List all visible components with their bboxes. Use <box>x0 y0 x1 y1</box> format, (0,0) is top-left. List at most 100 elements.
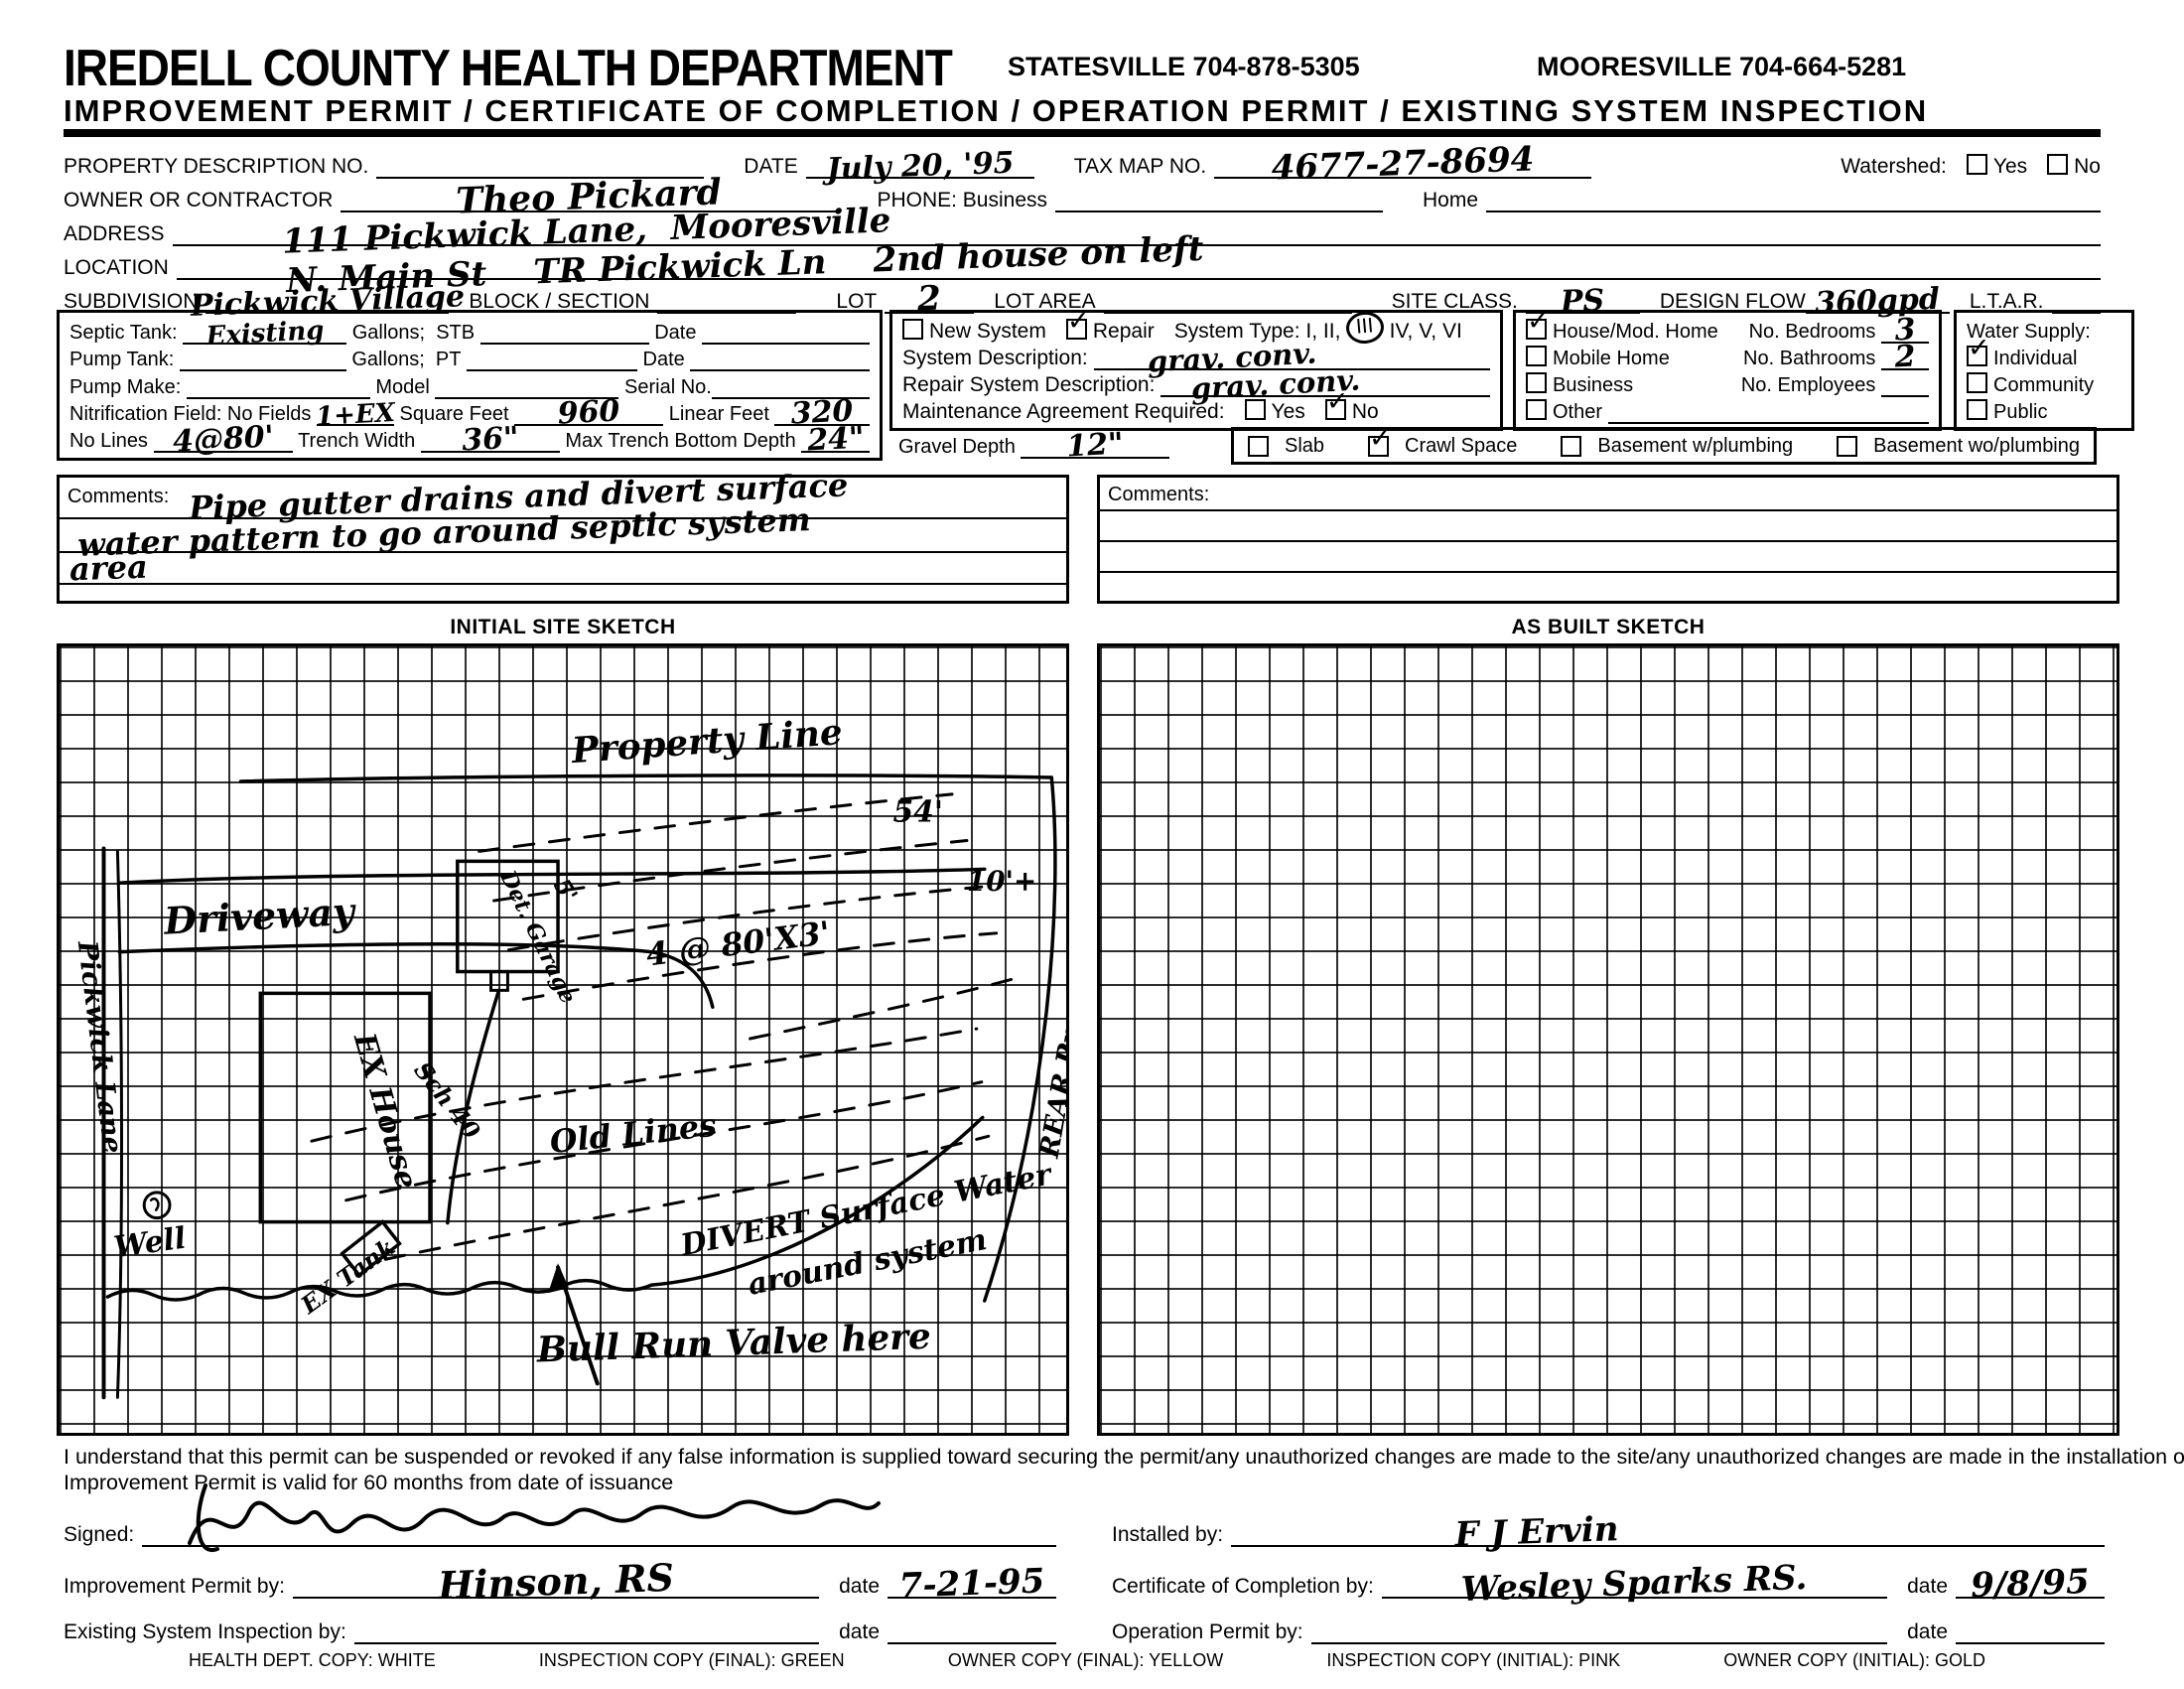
house-checkbox[interactable]: ✓ <box>1526 306 1550 340</box>
property-no-field[interactable] <box>376 145 705 179</box>
owner-label: OWNER OR CONTRACTOR <box>64 189 334 211</box>
pump-tank-field[interactable] <box>179 343 346 372</box>
system-description-field[interactable]: grav. conv. <box>1093 337 1490 378</box>
other-field[interactable] <box>1607 395 1929 424</box>
system-type-box: New System ✓ Repair System Type: I, II, … <box>889 306 1503 431</box>
operation-permit-row: Operation Permit by: date <box>1112 1607 2105 1644</box>
bedrooms-label: No. Bedrooms <box>1748 321 1876 343</box>
comments-rule <box>1100 509 2116 511</box>
improvement-permit-field[interactable]: Hinson, RS <box>292 1555 820 1608</box>
certificate-field[interactable]: Wesley Sparks RS. <box>1381 1555 1888 1610</box>
stb-date-field[interactable] <box>702 316 870 345</box>
permit-statement-line2: Improvement Permit is valid for 60 month… <box>64 1471 674 1494</box>
individual-label: Individual <box>1993 348 2078 369</box>
no-lines-field[interactable]: 4@80' <box>153 419 293 460</box>
watershed-yes-checkbox[interactable] <box>1966 154 1987 175</box>
basement-w-plumbing-checkbox[interactable] <box>1561 435 1582 457</box>
existing-inspection-field[interactable] <box>353 1605 820 1644</box>
design-flow-field[interactable]: 360gpd <box>1805 280 1950 321</box>
date-field[interactable]: July 20, '95 <box>805 145 1034 187</box>
linear-feet-field[interactable]: 320 <box>774 393 870 431</box>
address-field[interactable]: 111 Pickwick Lane, Mooresville <box>172 201 2101 262</box>
stb-field[interactable] <box>479 316 649 345</box>
other-label: Other <box>1553 401 1603 423</box>
new-system-checkbox[interactable] <box>902 319 923 340</box>
gravel-depth-field[interactable]: 12" <box>1021 427 1170 464</box>
community-checkbox[interactable] <box>1967 372 1987 393</box>
phone-home-field[interactable] <box>1486 179 2101 212</box>
existing-date-field[interactable] <box>887 1605 1056 1644</box>
repair-description-field[interactable]: grav. conv. <box>1160 363 1490 405</box>
owner-field[interactable]: Theo Pickard <box>341 171 838 222</box>
sketch-label-property-line: Property Line <box>570 711 844 772</box>
public-checkbox[interactable] <box>1967 399 1987 420</box>
employees-field[interactable] <box>1881 368 1929 397</box>
site-class-field[interactable]: PS <box>1525 280 1640 320</box>
copy-health-dept: HEALTH DEPT. COPY: WHITE <box>189 1650 436 1670</box>
new-system-label: New System <box>929 320 1046 343</box>
watershed-no-checkbox[interactable] <box>2047 154 2069 175</box>
operation-date-field[interactable] <box>1956 1605 2105 1644</box>
slab-checkbox[interactable] <box>1248 435 1269 457</box>
square-feet-field[interactable]: 960 <box>514 393 664 431</box>
sketch-label-driveway: Driveway <box>162 890 358 943</box>
initial-site-sketch-drawing: Property Line 54' 10'+ 4 @ 80'X3' Det. G… <box>71 711 1108 1400</box>
tax-map-field[interactable]: 4677-27-8694 <box>1214 139 1592 189</box>
certificate-date-field[interactable]: 9/8/95 <box>1956 1555 2105 1606</box>
repair-checkbox[interactable]: ✓ <box>1065 306 1089 340</box>
nitrification-label: Nitrification Field: No Fields <box>69 402 312 425</box>
pt-field[interactable] <box>466 343 637 372</box>
septic-tank-field[interactable]: Existing <box>183 316 347 352</box>
pt-date-field[interactable] <box>690 343 870 372</box>
other-row: Other <box>1526 397 1929 424</box>
pump-make-field[interactable] <box>186 370 370 399</box>
installed-by-field[interactable]: F J Ervin <box>1231 1503 2105 1555</box>
fields-field[interactable]: 1+EX <box>315 397 396 432</box>
property-no-label: PROPERTY DESCRIPTION NO. <box>64 155 369 178</box>
other-checkbox[interactable] <box>1526 399 1547 420</box>
sketch-label-rear-prop: REAR Prop. Line <box>1033 911 1066 1162</box>
comments-left-label: Comments: <box>68 486 170 507</box>
comments-rule <box>1100 540 2116 542</box>
well-circle <box>142 1191 172 1220</box>
comments-right-box[interactable]: Comments: <box>1097 475 2119 604</box>
improvement-permit-label: Improvement Permit by: <box>64 1575 285 1598</box>
location-field[interactable]: N. Main St TR Pickwick Ln 2nd house on l… <box>176 229 2101 301</box>
sketch-label-well: Well <box>112 1221 189 1266</box>
maintenance-yes-checkbox[interactable] <box>1244 399 1266 420</box>
lot-field[interactable]: 2 <box>885 279 975 319</box>
initial-site-sketch-grid: Property Line 54' 10'+ 4 @ 80'X3' Det. G… <box>57 643 1108 1436</box>
pump-tank-row: Pump Tank: Gallons; PT Date <box>69 343 870 372</box>
trench-width-field[interactable]: 36" <box>420 421 560 458</box>
sketch-label-54ft: 54' <box>892 795 943 830</box>
signed-field[interactable] <box>142 1483 1056 1552</box>
bathrooms-field[interactable]: 2 <box>1881 339 1929 375</box>
max-depth-field[interactable]: 24" <box>801 421 870 458</box>
serial-field[interactable] <box>711 370 870 399</box>
individual-checkbox[interactable]: ✓ <box>1967 333 1990 366</box>
old-lines-dashed <box>310 1027 991 1261</box>
crawl-space-checkbox[interactable]: ✓ <box>1368 423 1392 457</box>
bedrooms-field[interactable]: 3 <box>1881 312 1929 349</box>
comments-left-box[interactable]: Comments: Pipe gutter drains and divert … <box>57 466 1069 604</box>
block-section-field[interactable] <box>657 280 797 314</box>
lot-area-field[interactable] <box>1103 280 1352 314</box>
operation-permit-field[interactable] <box>1310 1605 1888 1644</box>
improvement-date-field[interactable]: 7-21-95 <box>887 1555 1056 1607</box>
initial-sketch-title: INITIAL SITE SKETCH <box>450 616 676 638</box>
sketch-label-bull-run: Bull Run Valve here <box>535 1316 931 1371</box>
sketch-label-ex-tank: EX Tank <box>295 1233 400 1321</box>
copy-distribution-row: HEALTH DEPT. COPY: WHITE INSPECTION COPY… <box>189 1650 1985 1671</box>
model-field[interactable] <box>435 370 619 399</box>
row-owner-phone: OWNER OR CONTRACTOR Theo Pickard PHONE: … <box>64 171 2101 222</box>
mobile-home-checkbox[interactable] <box>1526 346 1547 366</box>
maintenance-no-checkbox[interactable]: ✓ <box>1324 386 1348 420</box>
subdivision-field[interactable]: Pickwick Village <box>190 279 466 324</box>
ltar-field[interactable] <box>2051 280 2101 314</box>
basement-wo-plumbing-checkbox[interactable] <box>1837 435 1858 457</box>
business-checkbox[interactable] <box>1526 372 1547 393</box>
comments-rule <box>60 551 1066 553</box>
pump-make-row: Pump Make: Model Serial No. <box>69 372 870 399</box>
phone-business-field[interactable] <box>1055 179 1384 212</box>
max-depth-label: Max Trench Bottom Depth <box>565 430 796 452</box>
